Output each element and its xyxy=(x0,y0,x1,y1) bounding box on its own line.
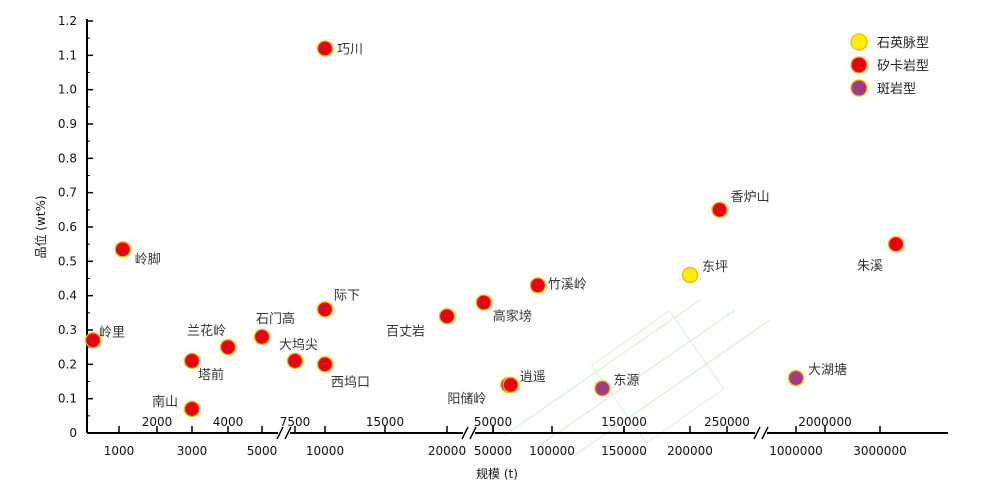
legend-label: 矽卡岩型 xyxy=(877,59,929,74)
y-tick-label: 1.0 xyxy=(58,83,77,97)
data-point xyxy=(286,352,304,370)
axis-break-mark xyxy=(761,426,769,440)
point-label: 际下 xyxy=(334,288,360,303)
point-label: 兰花岭 xyxy=(187,323,226,339)
data-point xyxy=(502,376,519,394)
legend-label: 石英脉型 xyxy=(877,36,929,51)
x-tick-label: 15000 xyxy=(366,415,404,429)
data-point xyxy=(219,339,237,356)
x-tick-label: 50000 xyxy=(474,444,512,458)
point-label: 香炉山 xyxy=(731,190,770,205)
y-tick-label: 0.3 xyxy=(58,323,77,337)
data-point xyxy=(529,277,546,294)
y-tick-label: 0.6 xyxy=(58,220,77,234)
x-tick-label: 50000 xyxy=(474,415,512,429)
data-point xyxy=(84,332,102,349)
data-point xyxy=(316,301,334,318)
x-tick-label: 200000 xyxy=(667,444,713,458)
x-tick-label: 3000 xyxy=(177,444,208,458)
watermark-stroke xyxy=(539,309,736,446)
legend-label: 斑岩型 xyxy=(877,82,916,97)
point-label: 大坞尖 xyxy=(279,337,318,353)
point-label: 高家塝 xyxy=(493,309,532,325)
data-point xyxy=(681,266,699,284)
x-tick-label: 5000 xyxy=(247,444,278,458)
point-label: 岭脚 xyxy=(135,251,161,267)
legend-marker xyxy=(850,33,868,51)
point-label: 阳储岭 xyxy=(447,392,486,407)
axes: 0 0.1 0.2 0.3 0.4 0.5 0.6 0.7 0.8 0.9 1.0 1.1 1.2 100… xyxy=(33,14,948,481)
point-label: 竹溪岭 xyxy=(548,277,587,292)
point-label: 岭里 xyxy=(99,325,125,340)
point-label: 朱溪 xyxy=(857,259,883,274)
watermark-stroke xyxy=(590,310,725,444)
axis-break-mark xyxy=(461,426,469,440)
x-tick-label: 3000000 xyxy=(853,444,906,458)
data-point xyxy=(594,380,611,397)
x-axis-title: 规模 (t) xyxy=(476,466,518,481)
x-tick-label: 100000 xyxy=(529,444,575,458)
data-point xyxy=(711,201,728,218)
y-tick-label: 0.5 xyxy=(58,254,77,268)
data-point xyxy=(316,40,334,57)
x-tick-label: 1000000 xyxy=(769,444,822,458)
axis-break-mark xyxy=(284,426,292,440)
data-point xyxy=(316,356,334,373)
y-tick-label: 0.2 xyxy=(58,357,77,371)
point-label: 大湖塘 xyxy=(808,362,847,378)
x-tick-label: 150000 xyxy=(601,444,647,458)
data-point xyxy=(183,352,201,370)
data-point xyxy=(787,369,805,387)
y-axis-title: 品位 (wt%) xyxy=(33,195,48,258)
point-label: 南山 xyxy=(152,394,178,410)
data-point xyxy=(475,294,492,311)
y-tick-label: 0.7 xyxy=(58,186,77,200)
point-label: 东源 xyxy=(613,373,639,388)
data-point xyxy=(114,241,131,258)
x-tick-label: 10000 xyxy=(306,444,344,458)
axis-break-mark xyxy=(276,426,284,440)
data-points xyxy=(84,40,905,418)
axis-break-mark xyxy=(753,426,761,440)
y-tick-label: 0 xyxy=(69,426,77,440)
point-label: 巧川 xyxy=(337,42,363,57)
axis-break-mark xyxy=(469,426,477,440)
y-tick-label: 0.9 xyxy=(58,117,77,131)
x-tick-label: 1000 xyxy=(104,444,135,458)
data-point xyxy=(887,236,905,253)
x-tick-label: 2000 xyxy=(142,415,173,429)
y-tick-label: 1.1 xyxy=(58,48,77,62)
legend-marker xyxy=(850,79,868,97)
y-tick-label: 0.8 xyxy=(58,151,77,165)
y-tick-label: 0.1 xyxy=(58,392,77,406)
watermark-stroke xyxy=(504,299,701,436)
x-tick-label: 20000 xyxy=(428,444,466,458)
x-tick-label: 4000 xyxy=(213,415,244,429)
legend-marker xyxy=(850,56,868,74)
x-tick-label: 7500 xyxy=(280,415,311,429)
point-label: 东坪 xyxy=(702,260,728,275)
point-label: 西坞口 xyxy=(331,374,370,390)
point-label: 逍遥 xyxy=(520,370,546,385)
data-point xyxy=(438,308,456,325)
data-point xyxy=(183,400,201,418)
x-tick-label: 150000 xyxy=(601,415,647,429)
x-tick-label: 2000000 xyxy=(798,415,851,429)
y-tick-label: 0.4 xyxy=(58,289,77,303)
data-point xyxy=(253,328,271,346)
y-tick-label: 1.2 xyxy=(58,14,77,28)
point-label: 塔前 xyxy=(198,367,224,383)
point-label: 石门高 xyxy=(256,311,295,327)
x-tick-label: 250000 xyxy=(704,415,750,429)
point-label: 百丈岩 xyxy=(386,324,425,339)
